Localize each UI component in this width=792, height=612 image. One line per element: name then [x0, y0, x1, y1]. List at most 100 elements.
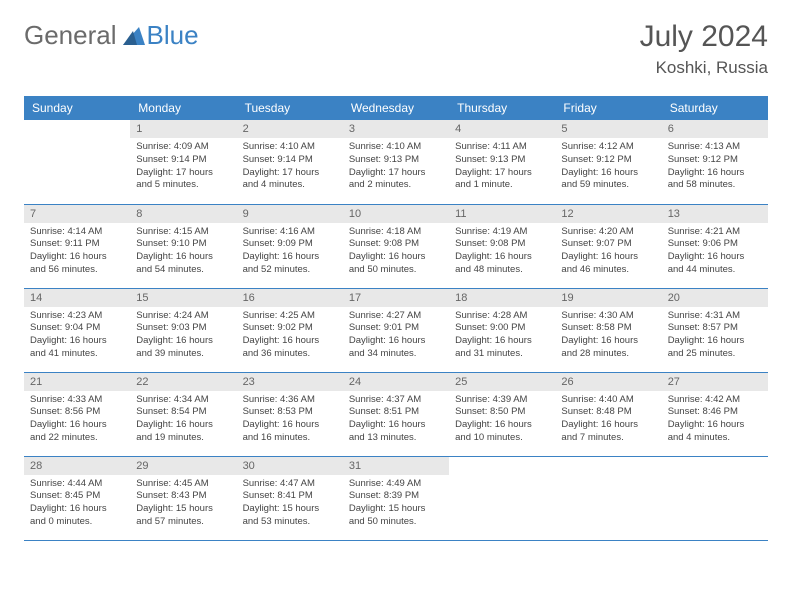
- day-details: Sunrise: 4:28 AMSunset: 9:00 PMDaylight:…: [449, 307, 555, 365]
- month-title: July 2024: [640, 20, 768, 54]
- day-details: Sunrise: 4:15 AMSunset: 9:10 PMDaylight:…: [130, 223, 236, 281]
- day-details: Sunrise: 4:27 AMSunset: 9:01 PMDaylight:…: [343, 307, 449, 365]
- day-details: Sunrise: 4:40 AMSunset: 8:48 PMDaylight:…: [555, 391, 661, 449]
- day-details: Sunrise: 4:30 AMSunset: 8:58 PMDaylight:…: [555, 307, 661, 365]
- day-details: Sunrise: 4:25 AMSunset: 9:02 PMDaylight:…: [237, 307, 343, 365]
- day-number: 17: [343, 289, 449, 307]
- day-details: Sunrise: 4:45 AMSunset: 8:43 PMDaylight:…: [130, 475, 236, 533]
- calendar-day: 27Sunrise: 4:42 AMSunset: 8:46 PMDayligh…: [662, 372, 768, 456]
- day-details: Sunrise: 4:14 AMSunset: 9:11 PMDaylight:…: [24, 223, 130, 281]
- calendar-day: 4Sunrise: 4:11 AMSunset: 9:13 PMDaylight…: [449, 120, 555, 204]
- day-details: Sunrise: 4:44 AMSunset: 8:45 PMDaylight:…: [24, 475, 130, 533]
- calendar-day: 26Sunrise: 4:40 AMSunset: 8:48 PMDayligh…: [555, 372, 661, 456]
- calendar-day: 19Sunrise: 4:30 AMSunset: 8:58 PMDayligh…: [555, 288, 661, 372]
- day-details: Sunrise: 4:13 AMSunset: 9:12 PMDaylight:…: [662, 138, 768, 196]
- calendar-day: 22Sunrise: 4:34 AMSunset: 8:54 PMDayligh…: [130, 372, 236, 456]
- calendar-row: 1Sunrise: 4:09 AMSunset: 9:14 PMDaylight…: [24, 120, 768, 204]
- day-details: Sunrise: 4:20 AMSunset: 9:07 PMDaylight:…: [555, 223, 661, 281]
- day-number: 10: [343, 205, 449, 223]
- day-number: 9: [237, 205, 343, 223]
- day-number: 20: [662, 289, 768, 307]
- calendar-day: 8Sunrise: 4:15 AMSunset: 9:10 PMDaylight…: [130, 204, 236, 288]
- day-details: Sunrise: 4:42 AMSunset: 8:46 PMDaylight:…: [662, 391, 768, 449]
- day-number: 16: [237, 289, 343, 307]
- logo-text-general: General: [24, 20, 117, 51]
- calendar-day: 20Sunrise: 4:31 AMSunset: 8:57 PMDayligh…: [662, 288, 768, 372]
- day-details: Sunrise: 4:11 AMSunset: 9:13 PMDaylight:…: [449, 138, 555, 196]
- calendar-empty: [24, 120, 130, 204]
- day-number: 5: [555, 120, 661, 138]
- calendar-day: 23Sunrise: 4:36 AMSunset: 8:53 PMDayligh…: [237, 372, 343, 456]
- day-number: 1: [130, 120, 236, 138]
- day-number: 27: [662, 373, 768, 391]
- day-details: Sunrise: 4:49 AMSunset: 8:39 PMDaylight:…: [343, 475, 449, 533]
- calendar-day: 13Sunrise: 4:21 AMSunset: 9:06 PMDayligh…: [662, 204, 768, 288]
- header: General Blue July 2024 Koshki, Russia: [24, 20, 768, 78]
- day-details: Sunrise: 4:34 AMSunset: 8:54 PMDaylight:…: [130, 391, 236, 449]
- weekday-header: Saturday: [662, 96, 768, 120]
- calendar-body: 1Sunrise: 4:09 AMSunset: 9:14 PMDaylight…: [24, 120, 768, 540]
- weekday-header: Monday: [130, 96, 236, 120]
- calendar-day: 10Sunrise: 4:18 AMSunset: 9:08 PMDayligh…: [343, 204, 449, 288]
- calendar-row: 21Sunrise: 4:33 AMSunset: 8:56 PMDayligh…: [24, 372, 768, 456]
- logo-triangle-icon: [123, 27, 145, 45]
- calendar-day: 25Sunrise: 4:39 AMSunset: 8:50 PMDayligh…: [449, 372, 555, 456]
- calendar-day: 16Sunrise: 4:25 AMSunset: 9:02 PMDayligh…: [237, 288, 343, 372]
- calendar-day: 14Sunrise: 4:23 AMSunset: 9:04 PMDayligh…: [24, 288, 130, 372]
- calendar-table: SundayMondayTuesdayWednesdayThursdayFrid…: [24, 96, 768, 541]
- calendar-day: 28Sunrise: 4:44 AMSunset: 8:45 PMDayligh…: [24, 456, 130, 540]
- calendar-empty: [449, 456, 555, 540]
- day-number: 29: [130, 457, 236, 475]
- calendar-empty: [662, 456, 768, 540]
- day-details: Sunrise: 4:18 AMSunset: 9:08 PMDaylight:…: [343, 223, 449, 281]
- calendar-day: 1Sunrise: 4:09 AMSunset: 9:14 PMDaylight…: [130, 120, 236, 204]
- day-number: 11: [449, 205, 555, 223]
- calendar-row: 7Sunrise: 4:14 AMSunset: 9:11 PMDaylight…: [24, 204, 768, 288]
- day-details: Sunrise: 4:16 AMSunset: 9:09 PMDaylight:…: [237, 223, 343, 281]
- calendar-day: 5Sunrise: 4:12 AMSunset: 9:12 PMDaylight…: [555, 120, 661, 204]
- day-details: Sunrise: 4:21 AMSunset: 9:06 PMDaylight:…: [662, 223, 768, 281]
- calendar-day: 7Sunrise: 4:14 AMSunset: 9:11 PMDaylight…: [24, 204, 130, 288]
- logo-text-blue: Blue: [147, 20, 199, 51]
- day-details: Sunrise: 4:36 AMSunset: 8:53 PMDaylight:…: [237, 391, 343, 449]
- calendar-day: 11Sunrise: 4:19 AMSunset: 9:08 PMDayligh…: [449, 204, 555, 288]
- weekday-header: Thursday: [449, 96, 555, 120]
- day-number: 30: [237, 457, 343, 475]
- title-block: July 2024 Koshki, Russia: [640, 20, 768, 78]
- day-details: Sunrise: 4:47 AMSunset: 8:41 PMDaylight:…: [237, 475, 343, 533]
- calendar-row: 14Sunrise: 4:23 AMSunset: 9:04 PMDayligh…: [24, 288, 768, 372]
- calendar-row: 28Sunrise: 4:44 AMSunset: 8:45 PMDayligh…: [24, 456, 768, 540]
- calendar-empty: [555, 456, 661, 540]
- calendar-day: 21Sunrise: 4:33 AMSunset: 8:56 PMDayligh…: [24, 372, 130, 456]
- day-number: 15: [130, 289, 236, 307]
- day-number: 28: [24, 457, 130, 475]
- weekday-header: Tuesday: [237, 96, 343, 120]
- day-number: 4: [449, 120, 555, 138]
- day-details: Sunrise: 4:10 AMSunset: 9:13 PMDaylight:…: [343, 138, 449, 196]
- calendar-day: 29Sunrise: 4:45 AMSunset: 8:43 PMDayligh…: [130, 456, 236, 540]
- day-details: Sunrise: 4:12 AMSunset: 9:12 PMDaylight:…: [555, 138, 661, 196]
- day-details: Sunrise: 4:24 AMSunset: 9:03 PMDaylight:…: [130, 307, 236, 365]
- calendar-day: 3Sunrise: 4:10 AMSunset: 9:13 PMDaylight…: [343, 120, 449, 204]
- day-details: Sunrise: 4:23 AMSunset: 9:04 PMDaylight:…: [24, 307, 130, 365]
- day-details: Sunrise: 4:39 AMSunset: 8:50 PMDaylight:…: [449, 391, 555, 449]
- day-details: Sunrise: 4:19 AMSunset: 9:08 PMDaylight:…: [449, 223, 555, 281]
- calendar-day: 15Sunrise: 4:24 AMSunset: 9:03 PMDayligh…: [130, 288, 236, 372]
- weekday-header: Sunday: [24, 96, 130, 120]
- calendar-day: 2Sunrise: 4:10 AMSunset: 9:14 PMDaylight…: [237, 120, 343, 204]
- day-number: 18: [449, 289, 555, 307]
- day-details: Sunrise: 4:37 AMSunset: 8:51 PMDaylight:…: [343, 391, 449, 449]
- day-number: 12: [555, 205, 661, 223]
- calendar-day: 12Sunrise: 4:20 AMSunset: 9:07 PMDayligh…: [555, 204, 661, 288]
- weekday-header: Wednesday: [343, 96, 449, 120]
- day-details: Sunrise: 4:31 AMSunset: 8:57 PMDaylight:…: [662, 307, 768, 365]
- day-number: 2: [237, 120, 343, 138]
- day-number: 13: [662, 205, 768, 223]
- day-number: 14: [24, 289, 130, 307]
- day-number: 3: [343, 120, 449, 138]
- calendar-day: 9Sunrise: 4:16 AMSunset: 9:09 PMDaylight…: [237, 204, 343, 288]
- calendar-day: 31Sunrise: 4:49 AMSunset: 8:39 PMDayligh…: [343, 456, 449, 540]
- weekday-header: Friday: [555, 96, 661, 120]
- day-details: Sunrise: 4:09 AMSunset: 9:14 PMDaylight:…: [130, 138, 236, 196]
- day-number: 24: [343, 373, 449, 391]
